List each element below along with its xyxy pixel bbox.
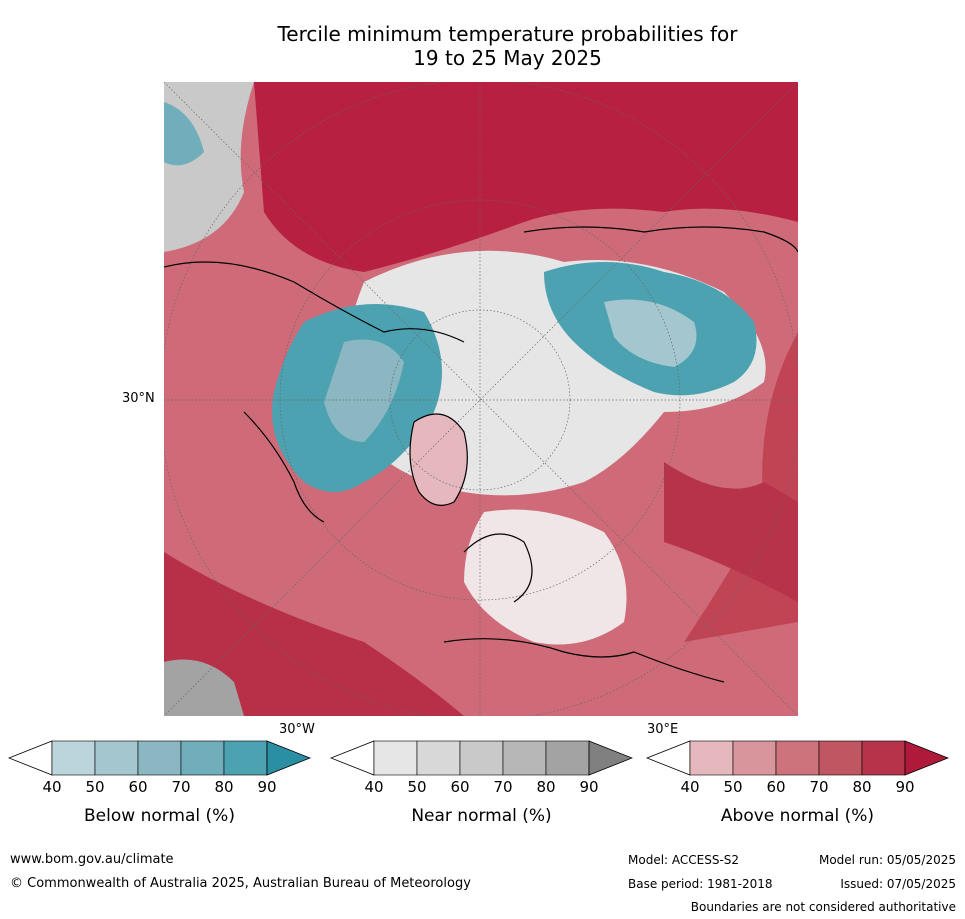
disclaimer: Boundaries are not considered authoritat…	[690, 900, 956, 914]
colorbar-extend-low	[646, 740, 691, 776]
colorbar-segment	[416, 740, 461, 776]
colorbar-ticks: 40 50 60 70 80 90	[330, 776, 633, 796]
colorbar-tick-label: 80	[214, 778, 234, 796]
colorbar-extend-high	[266, 740, 311, 776]
colorbar-tick-label: 60	[128, 778, 148, 796]
colorbar-below-normal: 40 50 60 70 80 90 Below normal (%)	[8, 740, 311, 826]
colorbar-near-normal: 40 50 60 70 80 90 Near normal (%)	[330, 740, 633, 826]
colorbar-segment	[732, 740, 777, 776]
colorbar-segment	[459, 740, 504, 776]
colorbar-ticks: 40 50 60 70 80 90	[8, 776, 311, 796]
model-name: Model: ACCESS-S2	[628, 853, 740, 867]
colorbar-title: Above normal (%)	[720, 806, 875, 826]
colorbar-tick-label: 90	[579, 778, 599, 796]
colorbar-scale	[330, 740, 633, 776]
colorbar-above-normal: 40 50 60 70 80 90 Above normal (%)	[646, 740, 949, 826]
colorbar-extend-low	[8, 740, 53, 776]
colorbar-scale	[8, 740, 311, 776]
colorbar-segment	[502, 740, 547, 776]
colorbar-tick-label: 60	[766, 778, 786, 796]
polar-probability-map	[164, 82, 798, 716]
title-line-1: Tercile minimum temperature probabilitie…	[277, 22, 738, 46]
colorbar-segment	[689, 740, 734, 776]
copyright-text: © Commonwealth of Australia 2025, Austra…	[10, 876, 471, 891]
website-link[interactable]: www.bom.gov.au/climate	[10, 852, 174, 867]
lon-label-30w: 30°W	[279, 722, 315, 737]
colorbar-title: Near normal (%)	[411, 806, 552, 826]
base-period: Base period: 1981-2018	[628, 877, 773, 891]
lat-label-30n: 30°N	[122, 391, 155, 406]
colorbar-segment	[51, 740, 96, 776]
colorbar-segment	[94, 740, 139, 776]
colorbar-tick-label: 40	[42, 778, 62, 796]
colorbar-tick-label: 40	[364, 778, 384, 796]
colorbar-tick-label: 80	[536, 778, 556, 796]
colorbar-extend-high	[904, 740, 949, 776]
colorbar-ticks: 40 50 60 70 80 90	[646, 776, 949, 796]
lon-label-30e: 30°E	[647, 722, 679, 737]
colorbar-segment	[180, 740, 225, 776]
map-title: Tercile minimum temperature probabilitie…	[0, 22, 965, 70]
colorbar-tick-label: 70	[171, 778, 191, 796]
colorbar-tick-label: 40	[680, 778, 700, 796]
model-run: Model run: 05/05/2025	[818, 853, 956, 867]
colorbar-scale	[646, 740, 949, 776]
colorbar-segment	[545, 740, 590, 776]
colorbar-tick-label: 70	[809, 778, 829, 796]
colorbar-segment	[775, 740, 820, 776]
colorbar-tick-label: 80	[852, 778, 872, 796]
colorbar-tick-label: 50	[723, 778, 743, 796]
colorbar-tick-label: 90	[895, 778, 915, 796]
colorbar-tick-label: 70	[493, 778, 513, 796]
title-line-2: 19 to 25 May 2025	[413, 46, 602, 70]
colorbar-segment	[861, 740, 906, 776]
colorbar-title: Below normal (%)	[84, 806, 235, 826]
colorbar-tick-label: 50	[407, 778, 427, 796]
issued-date: Issued: 07/05/2025	[840, 877, 956, 891]
colorbar-tick-label: 60	[450, 778, 470, 796]
colorbar-segment	[818, 740, 863, 776]
colorbar-extend-low	[330, 740, 375, 776]
colorbar-segment	[137, 740, 182, 776]
colorbar-segment	[223, 740, 268, 776]
colorbar-tick-label: 90	[257, 778, 277, 796]
colorbar-extend-high	[588, 740, 633, 776]
colorbar-tick-label: 50	[85, 778, 105, 796]
colorbar-segment	[373, 740, 418, 776]
